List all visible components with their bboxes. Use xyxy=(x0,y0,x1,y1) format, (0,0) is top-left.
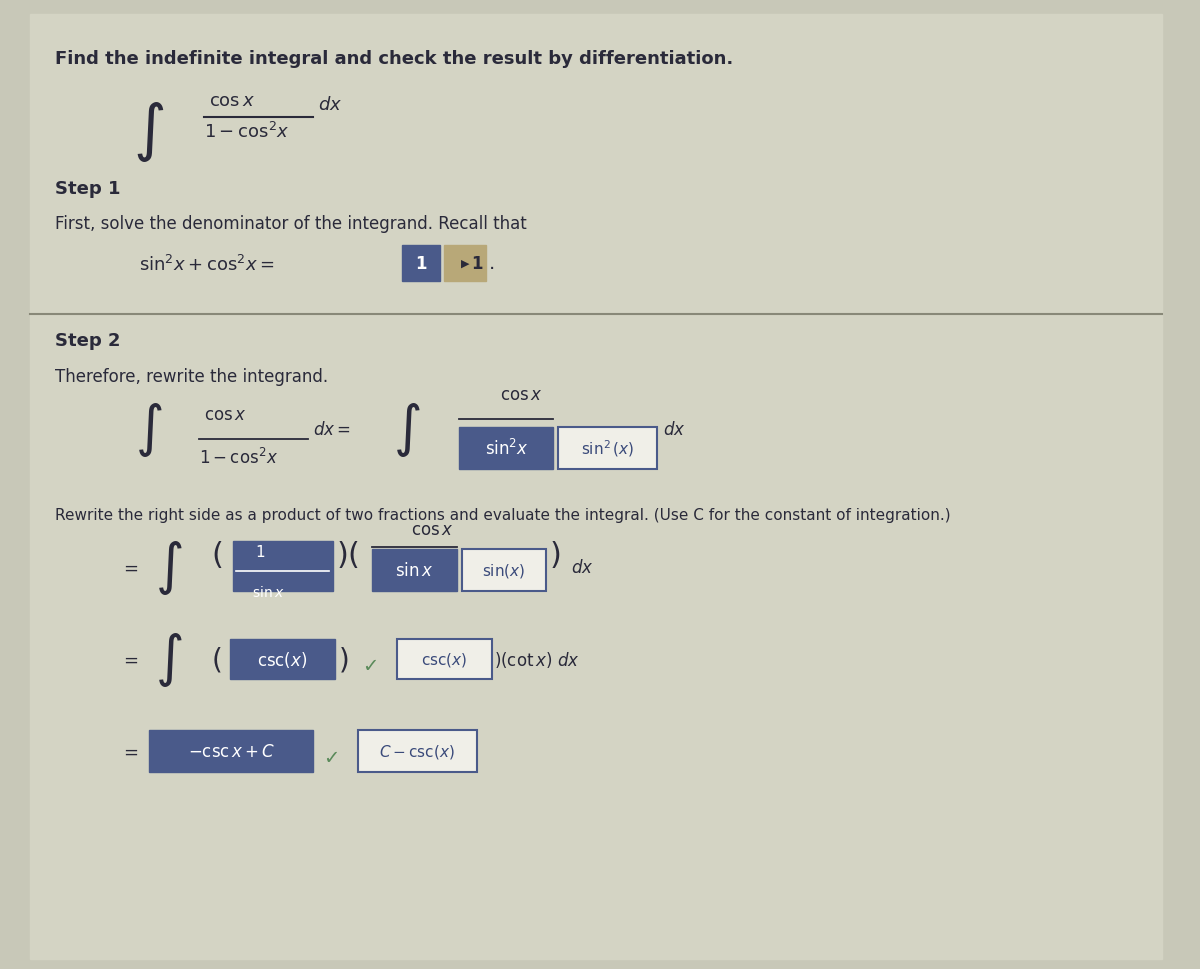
FancyBboxPatch shape xyxy=(30,15,1162,959)
Text: $1 - \cos^2\!x$: $1 - \cos^2\!x$ xyxy=(199,448,277,468)
Text: $\sin x$: $\sin x$ xyxy=(395,561,433,579)
FancyBboxPatch shape xyxy=(444,246,486,282)
Text: $=$: $=$ xyxy=(120,558,138,577)
Text: Find the indefinite integral and check the result by differentiation.: Find the indefinite integral and check t… xyxy=(55,50,733,68)
Text: $=$: $=$ xyxy=(120,650,138,669)
Text: $dx$: $dx$ xyxy=(571,558,594,577)
FancyBboxPatch shape xyxy=(233,542,332,591)
Text: $\sin^2(x)$: $\sin^2(x)$ xyxy=(581,438,635,459)
Text: $dx =$: $dx =$ xyxy=(313,421,350,439)
Text: $\blacktriangleright$: $\blacktriangleright$ xyxy=(458,258,470,270)
FancyBboxPatch shape xyxy=(402,246,440,282)
Text: $C - \mathrm{csc}(x)$: $C - \mathrm{csc}(x)$ xyxy=(379,742,455,761)
Text: Rewrite the right side as a product of two fractions and evaluate the integral. : Rewrite the right side as a product of t… xyxy=(55,508,950,522)
Text: $1$: $1$ xyxy=(256,544,265,559)
Text: $)$: $)$ xyxy=(337,644,348,673)
Text: Step 2: Step 2 xyxy=(55,331,120,350)
Text: $\int$: $\int$ xyxy=(155,631,182,688)
FancyBboxPatch shape xyxy=(149,731,313,772)
Text: $=$: $=$ xyxy=(120,742,138,761)
Text: $($: $($ xyxy=(210,539,222,570)
Text: $\int$: $\int$ xyxy=(133,100,164,164)
FancyBboxPatch shape xyxy=(372,549,457,591)
Text: $1 - \cos^2\!x$: $1 - \cos^2\!x$ xyxy=(204,122,289,141)
Text: $\cos x$: $\cos x$ xyxy=(209,92,254,109)
Text: $\sin x$: $\sin x$ xyxy=(252,584,284,600)
Text: $($: $($ xyxy=(210,644,221,673)
FancyBboxPatch shape xyxy=(462,549,546,591)
Text: $\sin^2\!x$: $\sin^2\!x$ xyxy=(485,439,528,458)
FancyBboxPatch shape xyxy=(558,427,658,470)
FancyBboxPatch shape xyxy=(358,731,476,772)
Text: $)$: $)$ xyxy=(550,539,560,570)
Text: $\sin^2\!x + \cos^2\!x =$: $\sin^2\!x + \cos^2\!x =$ xyxy=(139,255,275,275)
Text: $\cos x$: $\cos x$ xyxy=(500,386,542,403)
FancyBboxPatch shape xyxy=(230,640,335,679)
Text: $\cos x$: $\cos x$ xyxy=(204,406,246,423)
Text: $\sin(x)$: $\sin(x)$ xyxy=(482,561,526,579)
FancyBboxPatch shape xyxy=(458,427,553,470)
Text: 1: 1 xyxy=(415,255,427,272)
Text: $dx$: $dx$ xyxy=(318,96,342,114)
Text: $\cos x$: $\cos x$ xyxy=(410,520,454,539)
FancyBboxPatch shape xyxy=(397,640,492,679)
Text: $\int$: $\int$ xyxy=(136,400,163,458)
Text: $\mathrm{csc}(x)$: $\mathrm{csc}(x)$ xyxy=(421,650,467,669)
Text: First, solve the denominator of the integrand. Recall that: First, solve the denominator of the inte… xyxy=(55,215,527,233)
Text: $\int$: $\int$ xyxy=(394,400,421,458)
Text: $\checkmark$: $\checkmark$ xyxy=(323,747,337,766)
Text: $)($: $)($ xyxy=(336,539,359,570)
Text: $\mathrm{csc}(x)$: $\mathrm{csc}(x)$ xyxy=(257,649,307,670)
Text: 1: 1 xyxy=(470,255,482,272)
Text: $-\csc x + C$: $-\csc x + C$ xyxy=(187,742,275,761)
Text: $)(\cot x)\ dx$: $)(\cot x)\ dx$ xyxy=(493,649,580,670)
Text: $\int$: $\int$ xyxy=(155,539,182,596)
Text: $dx$: $dx$ xyxy=(664,421,686,439)
Text: $\checkmark$: $\checkmark$ xyxy=(362,655,378,673)
Text: Therefore, rewrite the integrand.: Therefore, rewrite the integrand. xyxy=(55,367,328,386)
Text: Step 1: Step 1 xyxy=(55,180,120,198)
Text: .: . xyxy=(488,254,494,273)
